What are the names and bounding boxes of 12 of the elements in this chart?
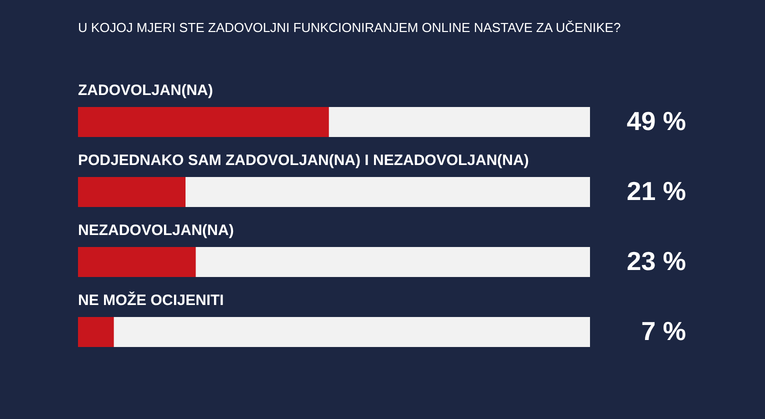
bar: [78, 247, 196, 277]
data-label: 21 %: [626, 176, 686, 206]
y-tick-label: NEZADOVOLJAN(NA): [78, 222, 234, 239]
y-tick-label: ZADOVOLJAN(NA): [78, 82, 213, 99]
y-tick-label: PODJEDNAKO SAM ZADOVOLJAN(NA) I NEZADOVOLJAN(NA): [78, 152, 529, 169]
data-label: 23 %: [626, 246, 686, 276]
y-tick-label: NE MOŽE OCIJENITI: [78, 291, 224, 309]
chart-title: U KOJOJ MJERI STE ZADOVOLJNI FUNKCIONIRANJEM ONLINE NASTAVE ZA UČENIKE?: [78, 20, 621, 35]
data-label: 49 %: [626, 106, 686, 136]
bar: [78, 317, 114, 347]
bar: [78, 177, 186, 207]
data-label: 7 %: [641, 316, 686, 346]
